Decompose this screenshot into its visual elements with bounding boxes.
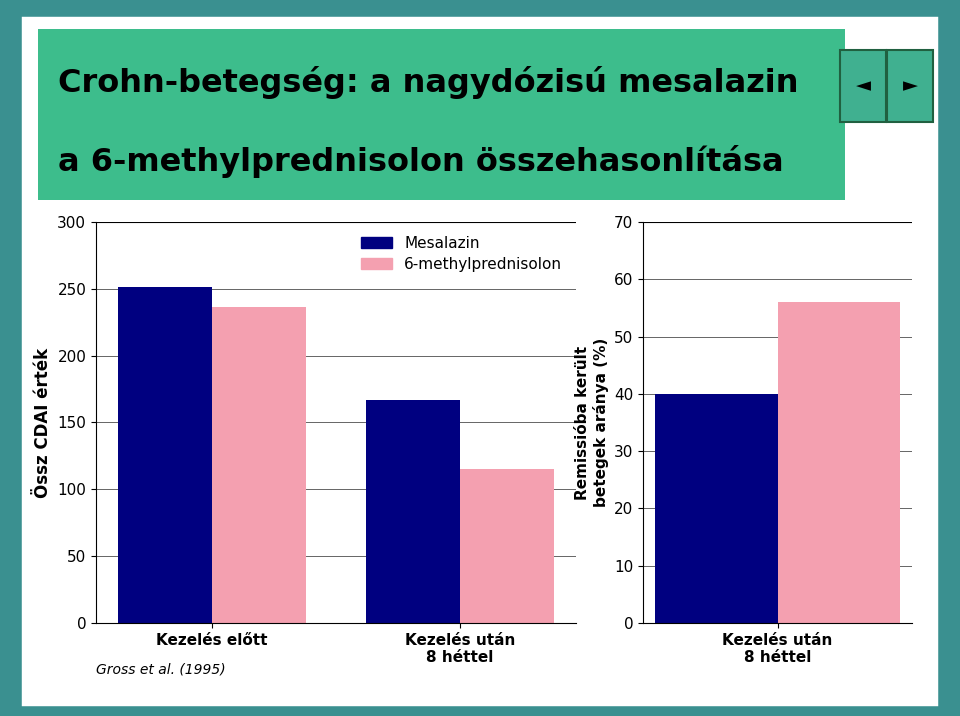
Y-axis label: Remissióba került
betegek aránya (%): Remissióba került betegek aránya (%) [575, 338, 609, 507]
Bar [366, 400, 460, 623]
Bar [460, 469, 554, 623]
Text: ►: ► [902, 77, 918, 95]
Bar [656, 394, 778, 623]
Legend: Mesalazin, 6-methylprednisolon: Mesalazin, 6-methylprednisolon [355, 230, 568, 278]
Bar [212, 307, 306, 623]
Bar [118, 287, 212, 623]
Text: a 6-methylprednisolon összehasonlítása: a 6-methylprednisolon összehasonlítása [58, 145, 783, 178]
Bar [778, 302, 900, 623]
Y-axis label: Össz CDAI érték: Össz CDAI érték [34, 347, 52, 498]
Text: ◄: ◄ [855, 77, 871, 95]
Text: Gross et al. (1995): Gross et al. (1995) [96, 662, 226, 676]
Text: Crohn-betegség: a nagydózisú mesalazin: Crohn-betegség: a nagydózisú mesalazin [58, 66, 798, 99]
